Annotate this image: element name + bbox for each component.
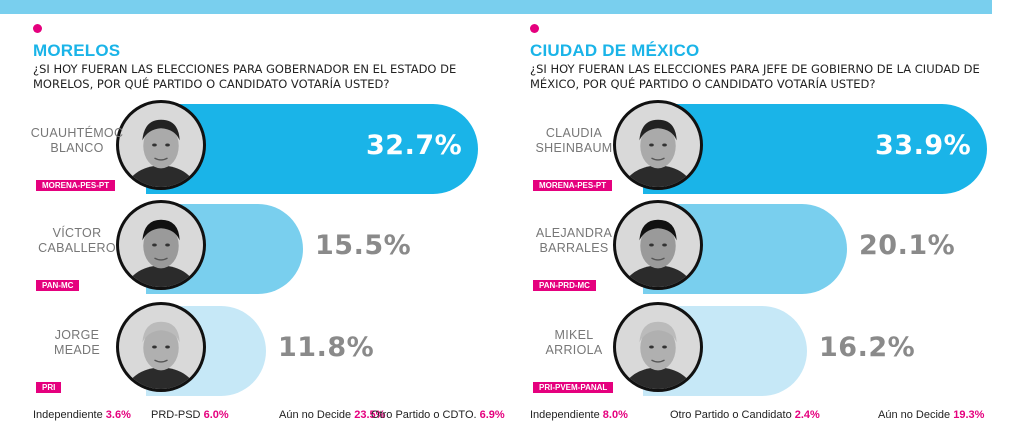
candidate-photo (116, 200, 206, 290)
party-badge: MORENA-PES-PT (36, 180, 116, 191)
vote-percentage: 15.5% (315, 230, 412, 261)
candidate-name: VÍCTOR CABALLERO (38, 226, 116, 255)
candidate-photo (116, 100, 206, 190)
other-result-value: 6.0% (203, 409, 229, 421)
candidate-photo (116, 302, 206, 392)
vote-percentage: 32.7% (366, 130, 463, 161)
candidate-photo (613, 100, 703, 190)
other-result-value: 3.6% (105, 409, 131, 421)
vote-percentage: 16.2% (819, 332, 916, 363)
party-badge: MORENA-PES-PT (533, 180, 613, 191)
other-result-label: Independiente (33, 409, 103, 421)
other-result-value: 2.4% (794, 409, 820, 421)
other-result-item: Independiente 3.6% (33, 409, 131, 421)
candidate-row: JORGE MEADE PRI 11.8% (28, 302, 498, 396)
other-result-item: Aún no Decide 19.3% (878, 409, 984, 421)
other-result-value: 23.5% (354, 409, 386, 421)
bullet-dot (33, 24, 42, 33)
other-result-item: Otro Partido o Candidato 2.4% (670, 409, 820, 421)
candidate-row: VÍCTOR CABALLERO PAN-MC 15.5% (28, 200, 498, 294)
other-result-label: Otro Partido o Candidato (670, 409, 792, 421)
candidate-row: CLAUDIA SHEINBAUM MORENA-PES-PT 33.9% (525, 100, 995, 194)
bullet-dot (530, 24, 539, 33)
other-result-item: PRD-PSD 6.0% (151, 409, 229, 421)
candidate-photo (613, 200, 703, 290)
cdmx-panel: CIUDAD DE MÉXICO ¿SI HOY FUERAN LAS ELEC… (525, 14, 995, 431)
morelos-panel: MORELOS ¿SI HOY FUERAN LAS ELECCIONES PA… (28, 14, 505, 431)
candidate-row: ALEJANDRA BARRALES PAN-PRD-MC 20.1% (525, 200, 995, 294)
party-badge: PAN-PRD-MC (533, 280, 596, 291)
other-result-label: Aún no Decide (878, 409, 951, 421)
chart-title: MORELOS (33, 41, 121, 60)
candidate-name: CUAUHTÉMOC BLANCO (30, 126, 124, 155)
vote-percentage: 20.1% (859, 230, 956, 261)
other-result-value: 19.3% (953, 409, 985, 421)
other-result-item: Aún no Decide 23.5% (279, 409, 385, 421)
candidate-name: MIKEL ARRIOLA (545, 328, 603, 357)
chart-question: ¿SI HOY FUERAN LAS ELECCIONES PARA JEFE … (530, 62, 980, 91)
other-result-value: 8.0% (602, 409, 628, 421)
candidate-name: JORGE MEADE (54, 328, 100, 357)
other-result-label: Aún no Decide (279, 409, 352, 421)
candidate-name: ALEJANDRA BARRALES (535, 226, 613, 255)
other-result-item: Otro Partido o CDTO. 6.9% (371, 409, 505, 421)
chart-question: ¿SI HOY FUERAN LAS ELECCIONES PARA GOBER… (33, 62, 457, 91)
other-result-label: Independiente (530, 409, 600, 421)
candidate-row: MIKEL ARRIOLA PRI-PVEM-PANAL 16.2% (525, 302, 995, 396)
party-badge: PAN-MC (36, 280, 80, 291)
top-accent-bar (0, 0, 992, 14)
other-result-label: Otro Partido o CDTO. (371, 409, 477, 421)
other-result-label: PRD-PSD (151, 409, 201, 421)
other-result-item: Independiente 8.0% (530, 409, 628, 421)
party-badge: PRI-PVEM-PANAL (533, 382, 614, 393)
candidate-row: CUAUHTÉMOC BLANCO MORENA-PES-PT 32.7% (28, 100, 498, 194)
party-badge: PRI (36, 382, 62, 393)
chart-title: CIUDAD DE MÉXICO (530, 41, 700, 60)
other-result-value: 6.9% (479, 409, 505, 421)
vote-percentage: 33.9% (875, 130, 972, 161)
candidate-photo (613, 302, 703, 392)
candidate-name: CLAUDIA SHEINBAUM (535, 126, 613, 155)
vote-percentage: 11.8% (278, 332, 375, 363)
